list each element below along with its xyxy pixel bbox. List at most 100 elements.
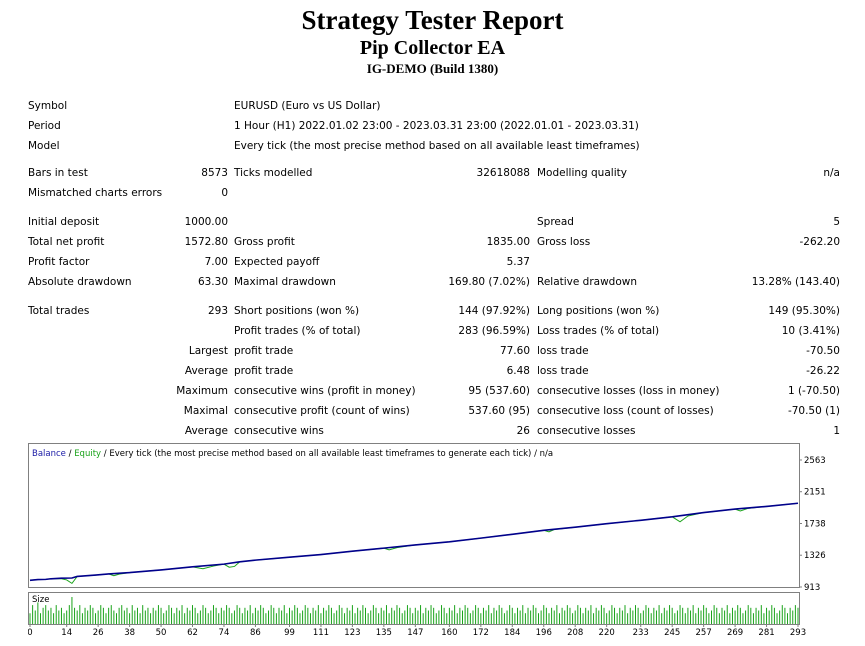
model-label: Model [28,140,60,152]
profit-factor-label: Profit factor [28,256,90,268]
gross-profit-value: 1835.00 [486,236,530,248]
y-tick-label: 2563 [804,456,826,466]
model-value: Every tick (the most precise method base… [234,140,640,152]
long-positions-value: 149 (95.30%) [768,305,840,317]
balance-series [29,502,799,582]
profit-trades-label: Profit trades (% of total) [234,325,361,337]
ea-name: Pip Collector EA [359,37,506,59]
server-build: IG-DEMO (Build 1380) [366,61,499,76]
average-consecutive-label: Average [184,425,228,437]
maximal-consecutive-loss-value: -70.50 (1) [787,405,840,417]
maximal-drawdown-label: Maximal drawdown [234,276,336,288]
x-tick-label: 147 [407,628,423,638]
x-tick-label: 86 [250,628,261,638]
modelling-quality-value: n/a [823,167,840,179]
short-positions-value: 144 (97.92%) [458,305,530,317]
x-tick-label: 99 [284,628,295,638]
report-title: Strategy Tester Report [301,5,564,35]
y-tick-label: 2151 [804,488,826,498]
size-label: Size [32,595,49,605]
gross-loss-value: -262.20 [799,236,840,248]
maximal-label: Maximal [183,405,228,417]
x-tick-label: 26 [93,628,104,638]
x-tick-label: 281 [758,628,774,638]
largest-profit-label: profit trade [234,345,294,357]
average-profit-value: 6.48 [506,365,530,377]
period-value: 1 Hour (H1) 2022.01.02 23:00 - 2023.03.3… [234,120,639,132]
net-profit-value: 1572.80 [184,236,228,248]
x-tick-label: 123 [344,628,360,638]
legend-description: / Every tick (the most precise method ba… [101,449,553,459]
y-axis: 2563 2151 1738 1326 913 [799,456,826,593]
ticks-value: 32618088 [476,167,530,179]
modelling-quality-label: Modelling quality [537,167,627,179]
deposit-value: 1000.00 [184,216,228,228]
average-consecutive-wins-label: consecutive wins [234,425,324,437]
maximal-drawdown-value: 169.80 (7.02%) [448,276,530,288]
legend-separator: / [66,449,74,459]
legend-balance: Balance [32,449,66,459]
x-tick-label: 50 [156,628,167,638]
profit-factor-value: 7.00 [204,256,228,268]
average-loss-value: -26.22 [806,365,840,377]
average-loss-label: loss trade [537,365,589,377]
symbol-value: EURUSD (Euro vs US Dollar) [234,100,381,112]
max-consecutive-losses-value: 1 (-70.50) [787,385,840,397]
y-tick-label: 1738 [804,520,826,530]
max-consecutive-wins-value: 95 (537.60) [468,385,530,397]
x-tick-label: 172 [473,628,489,638]
average-consecutive-losses-label: consecutive losses [537,425,636,437]
expected-payoff-value: 5.37 [506,256,530,268]
largest-loss-value: -70.50 [806,345,840,357]
absolute-drawdown-value: 63.30 [197,276,228,288]
average-consecutive-wins-value: 26 [516,425,530,437]
expected-payoff-label: Expected payoff [234,256,320,268]
largest-profit-value: 77.60 [499,345,530,357]
net-profit-label: Total net profit [28,236,105,248]
bars-label: Bars in test [28,167,88,179]
absolute-drawdown-label: Absolute drawdown [28,276,132,288]
x-tick-label: 269 [727,628,743,638]
x-tick-label: 293 [790,628,806,638]
legend-equity: Equity [74,449,101,459]
x-tick-label: 208 [567,628,583,638]
balance-equity-chart: Balance / Equity / Every tick (the most … [28,443,826,638]
symbol-label: Symbol [28,100,68,112]
maximal-consecutive-profit-label: consecutive profit (count of wins) [234,405,410,417]
largest-label: Largest [188,345,228,357]
x-tick-label: 160 [441,628,457,638]
mismatch-value: 0 [221,187,228,199]
gross-loss-label: Gross loss [537,236,591,248]
size-chart-frame [28,592,800,625]
ticks-label: Ticks modelled [234,167,313,179]
x-tick-label: 62 [187,628,198,638]
balance-line [29,502,799,582]
period-label: Period [28,120,61,132]
loss-trades-label: Loss trades (% of total) [537,325,660,337]
gross-profit-label: Gross profit [234,236,295,248]
deposit-label: Initial deposit [28,216,100,228]
x-tick-label: 233 [633,628,649,638]
x-tick-label: 184 [504,628,520,638]
average-consecutive-losses-value: 1 [833,425,840,437]
main-chart-frame [28,443,800,588]
x-tick-label: 257 [696,628,712,638]
bars-value: 8573 [201,167,228,179]
x-tick-label: 38 [124,628,135,638]
x-tick-label: 14 [61,628,72,638]
x-tick-label: 111 [313,628,329,638]
x-axis: 0 14 26 38 50 62 74 86 99 111 123 135 147 160 172 184 19… [28,624,806,638]
spread-value: 5 [833,216,840,228]
largest-loss-label: loss trade [537,345,589,357]
y-tick-label: 913 [804,583,820,593]
mismatch-label: Mismatched charts errors [28,187,163,199]
average-profit-label: profit trade [234,365,294,377]
x-tick-label: 196 [536,628,552,638]
x-tick-label: 220 [599,628,615,638]
x-tick-label: 135 [376,628,392,638]
size-bars [29,597,799,624]
x-tick-label: 245 [664,628,680,638]
profit-trades-value: 283 (96.59%) [458,325,530,337]
x-tick-label: 74 [219,628,230,638]
average-label: Average [184,365,228,377]
